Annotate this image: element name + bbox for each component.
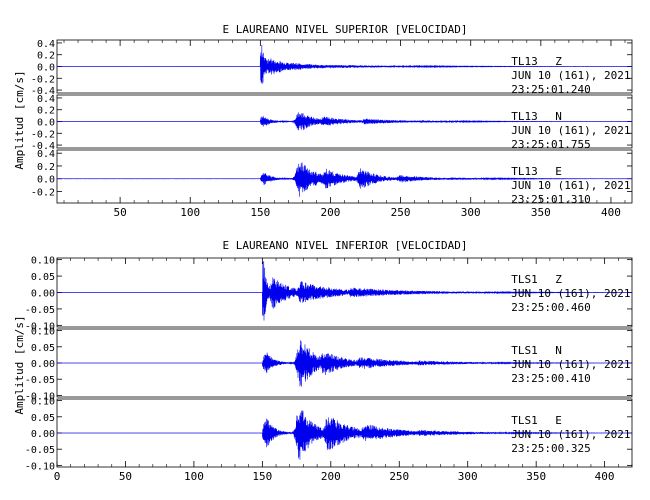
upper-title: E LAUREANO NIVEL SUPERIOR [VELOCIDAD] xyxy=(222,23,467,36)
date-label: JUN 10 (161), 2021 xyxy=(511,179,630,192)
station-label: TL13 xyxy=(511,55,538,68)
lower-panel: E LAUREANO NIVEL INFERIOR [VELOCIDAD] Am… xyxy=(13,239,633,483)
upper-y-axis-label: Amplitud [cm/s] xyxy=(13,70,26,169)
y-tick-label: -0.10 xyxy=(25,461,55,472)
waveform-line xyxy=(56,410,633,460)
waveform-line xyxy=(56,44,633,85)
y-tick-label: -0.10 xyxy=(25,391,55,402)
y-tick-label: -0.4 xyxy=(31,86,55,97)
x-tick-label: 300 xyxy=(458,470,478,483)
y-tick-label: -0.05 xyxy=(25,305,55,316)
station-label: TL13 xyxy=(511,165,538,178)
y-tick-label: 0.00 xyxy=(31,289,55,300)
component-label: E xyxy=(555,414,562,427)
y-tick-label: 0.05 xyxy=(31,343,55,354)
y-tick-label: 0.0 xyxy=(37,118,55,129)
date-label: JUN 10 (161), 2021 xyxy=(511,287,630,300)
x-tick-label: 0 xyxy=(54,470,61,483)
x-tick-label: 50 xyxy=(119,470,132,483)
y-tick-label: 0.4 xyxy=(37,149,55,160)
x-tick-label: 150 xyxy=(252,470,272,483)
date-label: JUN 10 (161), 2021 xyxy=(511,358,630,371)
x-tick-label: 350 xyxy=(531,206,551,219)
y-tick-label: 0.4 xyxy=(37,94,55,105)
time-label: 23:25:00.410 xyxy=(511,372,590,385)
station-label: TL13 xyxy=(511,110,538,123)
y-tick-label: -0.05 xyxy=(25,375,55,386)
x-tick-label: 250 xyxy=(389,470,409,483)
waveform-line xyxy=(56,261,633,321)
y-tick-label: -0.2 xyxy=(31,188,55,199)
component-label: Z xyxy=(555,273,562,286)
x-tick-label: 100 xyxy=(180,206,200,219)
time-label: 23:25:00.325 xyxy=(511,442,590,455)
x-tick-label: 50 xyxy=(113,206,126,219)
x-tick-label: 250 xyxy=(391,206,411,219)
station-label: TLS1 xyxy=(511,273,538,286)
y-tick-label: 0.2 xyxy=(37,51,55,62)
lower-title: E LAUREANO NIVEL INFERIOR [VELOCIDAD] xyxy=(222,239,467,252)
waveform-line xyxy=(56,162,633,197)
y-tick-label: 0.2 xyxy=(37,106,55,117)
waveform-line xyxy=(56,112,633,131)
date-label: JUN 10 (161), 2021 xyxy=(511,124,630,137)
x-tick-label: 100 xyxy=(184,470,204,483)
station-label: TLS1 xyxy=(511,414,538,427)
y-tick-label: 0.05 xyxy=(31,272,55,283)
x-tick-label: 300 xyxy=(461,206,481,219)
waveform-line xyxy=(56,340,633,387)
x-tick-label: 200 xyxy=(321,206,341,219)
time-label: 23:25:01.240 xyxy=(511,83,590,96)
component-label: N xyxy=(555,344,562,357)
date-label: JUN 10 (161), 2021 xyxy=(511,428,630,441)
component-label: E xyxy=(555,165,562,178)
y-tick-label: 0.10 xyxy=(31,327,55,338)
component-label: N xyxy=(555,110,562,123)
x-tick-label: 150 xyxy=(250,206,270,219)
y-tick-label: -0.05 xyxy=(25,445,55,456)
y-tick-label: 0.2 xyxy=(37,162,55,173)
y-tick-label: -0.2 xyxy=(31,129,55,140)
x-tick-label: 400 xyxy=(595,470,615,483)
time-label: 23:25:00.460 xyxy=(511,301,590,314)
x-tick-label: 400 xyxy=(601,206,621,219)
lower-y-axis-label: Amplitud [cm/s] xyxy=(13,315,26,414)
y-tick-label: 0.10 xyxy=(31,397,55,408)
component-label: Z xyxy=(555,55,562,68)
y-tick-label: 0.4 xyxy=(37,39,55,50)
y-tick-label: 0.00 xyxy=(31,359,55,370)
y-tick-label: 0.0 xyxy=(37,63,55,74)
y-tick-label: 0.05 xyxy=(31,413,55,424)
y-tick-label: -0.2 xyxy=(31,74,55,85)
y-tick-label: -0.4 xyxy=(31,141,55,152)
station-label: TLS1 xyxy=(511,344,538,357)
y-tick-label: -0.10 xyxy=(25,321,55,332)
y-tick-label: 0.0 xyxy=(37,175,55,186)
upper-panel: E LAUREANO NIVEL SUPERIOR [VELOCIDAD] Am… xyxy=(13,23,633,219)
time-label: 23:25:01.755 xyxy=(511,138,590,151)
x-tick-label: 200 xyxy=(321,470,341,483)
time-label: 23:25:01.310 xyxy=(511,193,590,206)
y-tick-label: 0.00 xyxy=(31,429,55,440)
y-tick-label: 0.10 xyxy=(31,256,55,267)
date-label: JUN 10 (161), 2021 xyxy=(511,69,630,82)
x-tick-label: 350 xyxy=(526,470,546,483)
